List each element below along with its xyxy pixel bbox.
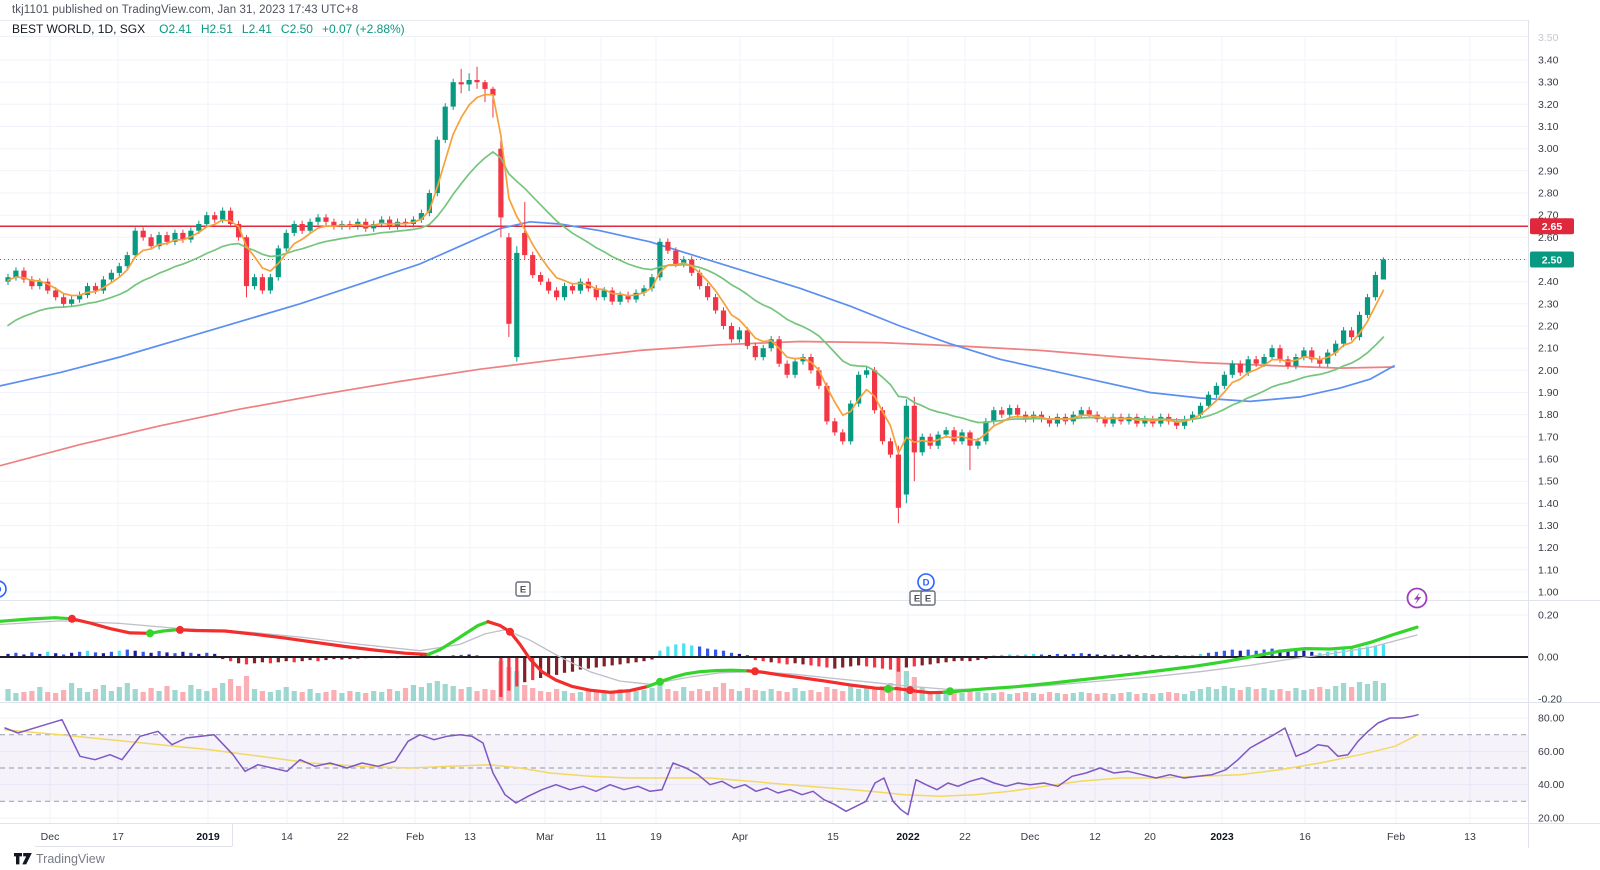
tradingview-logo-icon[interactable] bbox=[13, 852, 33, 868]
svg-text:Feb: Feb bbox=[406, 831, 424, 843]
svg-text:Apr: Apr bbox=[732, 831, 749, 843]
ohlc-close: C2.50 bbox=[280, 21, 313, 36]
price-axis[interactable]: SGD3.503.403.303.203.103.002.902.802.702… bbox=[1530, 11, 1574, 825]
svg-text:3.20: 3.20 bbox=[1538, 99, 1559, 111]
svg-text:2.65: 2.65 bbox=[1542, 221, 1563, 233]
flash-idea-icon[interactable] bbox=[1406, 587, 1428, 609]
svg-text:D: D bbox=[923, 578, 930, 589]
event-markers[interactable]: EEEDD bbox=[0, 573, 1428, 609]
svg-text:0.20: 0.20 bbox=[1538, 610, 1559, 622]
svg-text:11: 11 bbox=[596, 831, 607, 843]
svg-text:Dec: Dec bbox=[41, 831, 60, 843]
svg-text:2.10: 2.10 bbox=[1538, 343, 1559, 355]
svg-text:1.30: 1.30 bbox=[1538, 520, 1559, 532]
svg-text:1.40: 1.40 bbox=[1538, 498, 1559, 510]
svg-text:20: 20 bbox=[1144, 831, 1156, 843]
symbol-title[interactable]: BEST WORLD, 1D, SGX bbox=[12, 21, 146, 36]
ema-slow-line bbox=[7, 151, 1385, 424]
legend-bar[interactable]: BEST WORLD, 1D, SGX O2.41 H2.51 L2.41 C2… bbox=[0, 20, 1528, 37]
svg-text:60.00: 60.00 bbox=[1538, 746, 1564, 758]
ohlc-change: +0.07 (+2.88%) bbox=[321, 21, 405, 36]
svg-text:E: E bbox=[914, 594, 920, 605]
ohlc-low: L2.41 bbox=[241, 21, 272, 36]
svg-text:2.60: 2.60 bbox=[1538, 232, 1559, 244]
svg-text:15: 15 bbox=[827, 831, 839, 843]
svg-text:40.00: 40.00 bbox=[1538, 779, 1564, 791]
dividend-badge[interactable]: D bbox=[917, 573, 935, 591]
svg-text:-0.20: -0.20 bbox=[1538, 694, 1562, 706]
svg-text:1.90: 1.90 bbox=[1538, 387, 1559, 399]
ema-fast-line bbox=[7, 93, 1385, 454]
price-label-badge: 2.65 bbox=[1530, 218, 1574, 235]
svg-text:3.10: 3.10 bbox=[1538, 121, 1559, 133]
svg-text:1.80: 1.80 bbox=[1538, 409, 1559, 421]
svg-text:1.60: 1.60 bbox=[1538, 454, 1559, 466]
svg-text:1.10: 1.10 bbox=[1538, 564, 1559, 576]
svg-text:1.50: 1.50 bbox=[1538, 476, 1559, 488]
rsi-line bbox=[4, 713, 1419, 816]
svg-text:22: 22 bbox=[959, 831, 971, 843]
header-bar: tkj1101 published on TradingView.com, Ja… bbox=[0, 0, 1600, 20]
svg-text:2.30: 2.30 bbox=[1538, 298, 1559, 310]
publisher-text: tkj1101 published on TradingView.com, Ja… bbox=[12, 4, 359, 16]
svg-text:3.30: 3.30 bbox=[1538, 77, 1559, 89]
earnings-badge[interactable]: E bbox=[920, 590, 936, 606]
brand-text[interactable]: TradingView bbox=[36, 852, 105, 866]
svg-text:3.00: 3.00 bbox=[1538, 143, 1559, 155]
volume-bars bbox=[5, 656, 1386, 701]
rsi-overbought-oversold-band bbox=[0, 734, 1528, 802]
svg-text:D: D bbox=[0, 585, 2, 596]
svg-text:13: 13 bbox=[464, 831, 476, 843]
svg-text:2.90: 2.90 bbox=[1538, 165, 1559, 177]
svg-text:14: 14 bbox=[281, 831, 293, 843]
svg-text:2.80: 2.80 bbox=[1538, 188, 1559, 200]
impulse-macd-line bbox=[0, 614, 1419, 696]
svg-text:19: 19 bbox=[650, 831, 662, 843]
svg-text:17: 17 bbox=[112, 831, 124, 843]
svg-text:3.40: 3.40 bbox=[1538, 55, 1559, 67]
time-axis[interactable]: Dec 17 2019 14 22 Feb 13 Mar 11 19 Apr 15 2022 22 Dec 1… bbox=[41, 831, 1476, 843]
chart-canvas[interactable]: EEEDDSGD3.503.403.303.203.103.002.902.80… bbox=[0, 0, 1600, 848]
svg-text:80.00: 80.00 bbox=[1538, 713, 1564, 725]
svg-text:Feb: Feb bbox=[1387, 831, 1405, 843]
svg-text:16: 16 bbox=[1299, 831, 1311, 843]
svg-text:2019: 2019 bbox=[196, 831, 220, 843]
svg-text:12: 12 bbox=[1089, 831, 1101, 843]
svg-text:13: 13 bbox=[1464, 831, 1476, 843]
candles-layer bbox=[5, 66, 1386, 524]
ma-100-line bbox=[0, 220, 1395, 403]
svg-text:0.00: 0.00 bbox=[1538, 652, 1559, 664]
price-label-badge: 2.50 bbox=[1530, 251, 1574, 268]
dividend-badge[interactable]: D bbox=[0, 580, 7, 598]
svg-text:2.40: 2.40 bbox=[1538, 276, 1559, 288]
macd-signal-line bbox=[0, 620, 1418, 691]
ohlc-open: O2.41 bbox=[159, 21, 192, 36]
ma-200-line bbox=[0, 340, 1395, 467]
svg-text:Mar: Mar bbox=[536, 831, 555, 843]
svg-text:2.20: 2.20 bbox=[1538, 321, 1559, 333]
footer-bar: TradingView bbox=[0, 848, 1600, 870]
svg-text:E: E bbox=[925, 594, 931, 605]
svg-text:1.70: 1.70 bbox=[1538, 431, 1559, 443]
macd-histogram bbox=[6, 643, 1385, 697]
svg-text:1.20: 1.20 bbox=[1538, 542, 1559, 554]
pane-separators bbox=[0, 0, 1600, 848]
svg-text:3.50: 3.50 bbox=[1538, 32, 1559, 44]
svg-text:Dec: Dec bbox=[1021, 831, 1040, 843]
svg-text:22: 22 bbox=[337, 831, 349, 843]
svg-text:2023: 2023 bbox=[1210, 831, 1234, 843]
svg-text:1.00: 1.00 bbox=[1538, 587, 1559, 599]
ohlc-high: H2.51 bbox=[200, 21, 233, 36]
svg-text:E: E bbox=[520, 585, 526, 596]
svg-text:2022: 2022 bbox=[896, 831, 920, 843]
svg-text:20.00: 20.00 bbox=[1538, 813, 1564, 825]
svg-text:2.00: 2.00 bbox=[1538, 365, 1559, 377]
svg-text:2.50: 2.50 bbox=[1542, 254, 1563, 266]
earnings-badge[interactable]: E bbox=[515, 581, 531, 597]
